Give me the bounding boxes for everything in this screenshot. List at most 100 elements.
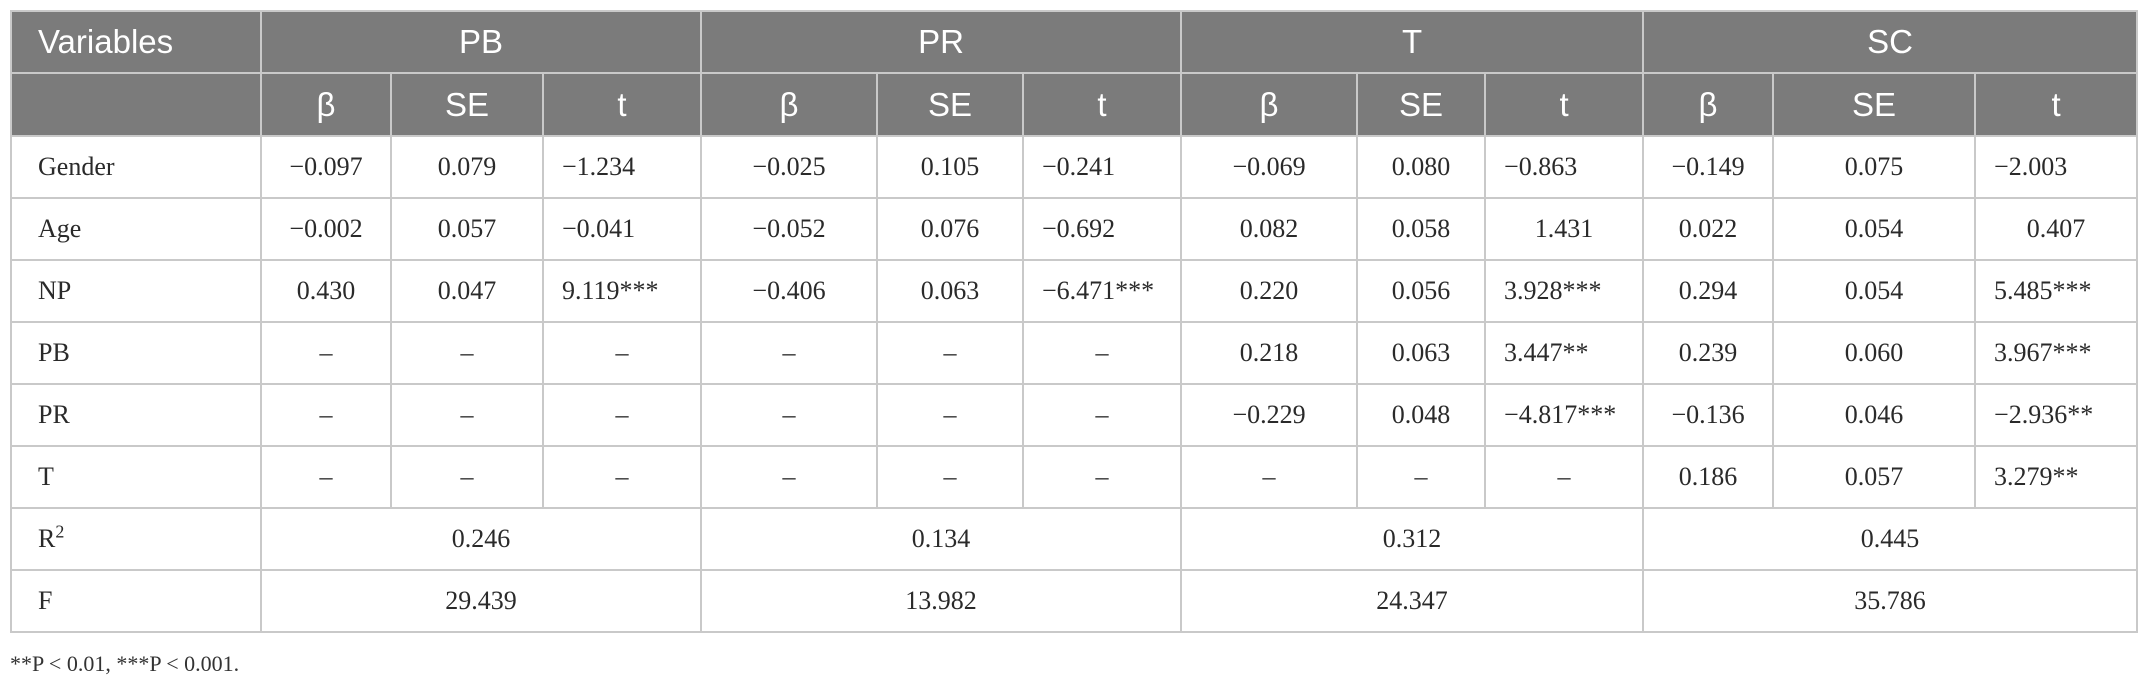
beta-cell: −0.069: [1180, 135, 1359, 199]
row-label: T: [10, 445, 262, 509]
r-squared-label: R: [38, 524, 56, 553]
t-cell: −2.003: [1974, 135, 2139, 199]
se-cell: 0.057: [390, 197, 544, 261]
header-empty-cell: [10, 72, 262, 137]
se-cell: –: [390, 445, 544, 509]
table-row: T – – – – – – – – – 0.186 0.057 3.279**: [10, 445, 2139, 509]
se-cell: 0.105: [876, 135, 1024, 199]
se-cell: –: [390, 383, 544, 447]
se-cell: 0.063: [876, 259, 1024, 323]
se-cell: –: [876, 445, 1024, 509]
header-group-sc: SC: [1642, 10, 2139, 74]
t-cell: 9.119***: [542, 259, 702, 323]
beta-cell: −0.406: [700, 259, 878, 323]
beta-cell: –: [700, 321, 878, 385]
se-cell: –: [876, 321, 1024, 385]
r-squared-value-pr: 0.134: [699, 507, 1183, 571]
t-cell: 5.485***: [1974, 259, 2139, 323]
f-value-pb: 29.439: [260, 569, 702, 633]
se-cell: 0.060: [1772, 321, 1977, 385]
f-value-t: 24.347: [1180, 569, 1645, 633]
t-cell: −0.041: [542, 197, 702, 261]
se-cell: –: [390, 321, 544, 385]
subheader-se: SE: [390, 72, 544, 137]
row-label: PB: [10, 321, 262, 385]
row-label: Gender: [10, 135, 262, 199]
r-squared-superscript: 2: [55, 521, 65, 542]
subheader-t: t: [1974, 72, 2139, 137]
table-row: Gender −0.097 0.079 −1.234 −0.025 0.105 …: [10, 135, 2139, 199]
beta-cell: –: [260, 321, 392, 385]
beta-cell: 0.082: [1180, 197, 1359, 261]
t-cell: −0.241: [1021, 135, 1183, 199]
row-label: NP: [10, 259, 262, 323]
t-cell: –: [1021, 321, 1183, 385]
t-cell: –: [1021, 445, 1183, 509]
row-label: R2: [10, 507, 262, 571]
se-cell: 0.080: [1356, 135, 1487, 199]
beta-cell: −0.097: [260, 135, 392, 199]
se-cell: 0.063: [1356, 321, 1487, 385]
f-value-sc: 35.786: [1642, 569, 2139, 633]
t-cell: 3.967***: [1974, 321, 2139, 385]
table-row: Age −0.002 0.057 −0.041 −0.052 0.076 −0.…: [10, 197, 2139, 261]
se-cell: –: [1356, 445, 1487, 509]
t-cell: –: [1484, 445, 1645, 509]
beta-cell: 0.430: [260, 259, 392, 323]
summary-row-r-squared: R2 0.246 0.134 0.312 0.445: [10, 507, 2139, 571]
t-cell: −2.936**: [1974, 383, 2139, 447]
beta-cell: –: [260, 445, 392, 509]
t-cell: 3.279**: [1974, 445, 2139, 509]
beta-cell: −0.229: [1180, 383, 1359, 447]
beta-cell: –: [260, 383, 392, 447]
summary-row-f: F 29.439 13.982 24.347 35.786: [10, 569, 2139, 633]
se-cell: 0.048: [1356, 383, 1487, 447]
se-cell: –: [876, 383, 1024, 447]
table-row: PR – – – – – – −0.229 0.048 −4.817*** −0…: [10, 383, 2139, 447]
t-cell: −1.234: [542, 135, 702, 199]
header-group-t: T: [1180, 10, 1645, 74]
subheader-t: t: [542, 72, 702, 137]
se-cell: 0.054: [1772, 259, 1977, 323]
t-cell: 1.431: [1484, 197, 1645, 261]
beta-cell: −0.052: [700, 197, 878, 261]
header-row-groups: Variables PB PR T SC: [10, 10, 2139, 74]
header-row-subcols: β SE t β SE t β SE t β SE t: [10, 72, 2139, 137]
subheader-t: t: [1484, 72, 1645, 137]
se-cell: 0.047: [390, 259, 544, 323]
beta-cell: −0.149: [1642, 135, 1775, 199]
se-cell: 0.054: [1772, 197, 1977, 261]
se-cell: 0.056: [1356, 259, 1487, 323]
t-cell: –: [542, 321, 702, 385]
r-squared-value-t: 0.312: [1180, 507, 1645, 571]
table-footnote: **P < 0.01, ***P < 0.001.: [10, 651, 240, 676]
t-cell: 0.407: [1974, 197, 2139, 261]
subheader-beta: β: [260, 72, 392, 137]
row-label: F: [10, 569, 262, 633]
row-label: Age: [10, 197, 262, 261]
t-cell: −6.471***: [1021, 259, 1183, 323]
t-cell: –: [542, 445, 702, 509]
subheader-se: SE: [1356, 72, 1487, 137]
beta-cell: 0.186: [1642, 445, 1775, 509]
t-cell: −0.863: [1484, 135, 1645, 199]
f-value-pr: 13.982: [699, 569, 1183, 633]
se-cell: 0.076: [876, 197, 1024, 261]
beta-cell: −0.002: [260, 197, 392, 261]
header-variables: Variables: [10, 10, 262, 74]
beta-cell: –: [700, 383, 878, 447]
t-cell: –: [1021, 383, 1183, 447]
beta-cell: 0.294: [1642, 259, 1775, 323]
se-cell: 0.079: [390, 135, 544, 199]
beta-cell: 0.022: [1642, 197, 1775, 261]
header-group-pb: PB: [260, 10, 702, 74]
t-cell: –: [542, 383, 702, 447]
row-label: PR: [10, 383, 262, 447]
se-cell: 0.057: [1772, 445, 1977, 509]
table-row: PB – – – – – – 0.218 0.063 3.447** 0.239…: [10, 321, 2139, 385]
se-cell: 0.046: [1772, 383, 1977, 447]
regression-table-container: Variables PB PR T SC β SE t β SE t β SE …: [10, 10, 2139, 633]
se-cell: 0.075: [1772, 135, 1977, 199]
regression-table: Variables PB PR T SC β SE t β SE t β SE …: [10, 10, 2139, 633]
subheader-se: SE: [1772, 72, 1977, 137]
